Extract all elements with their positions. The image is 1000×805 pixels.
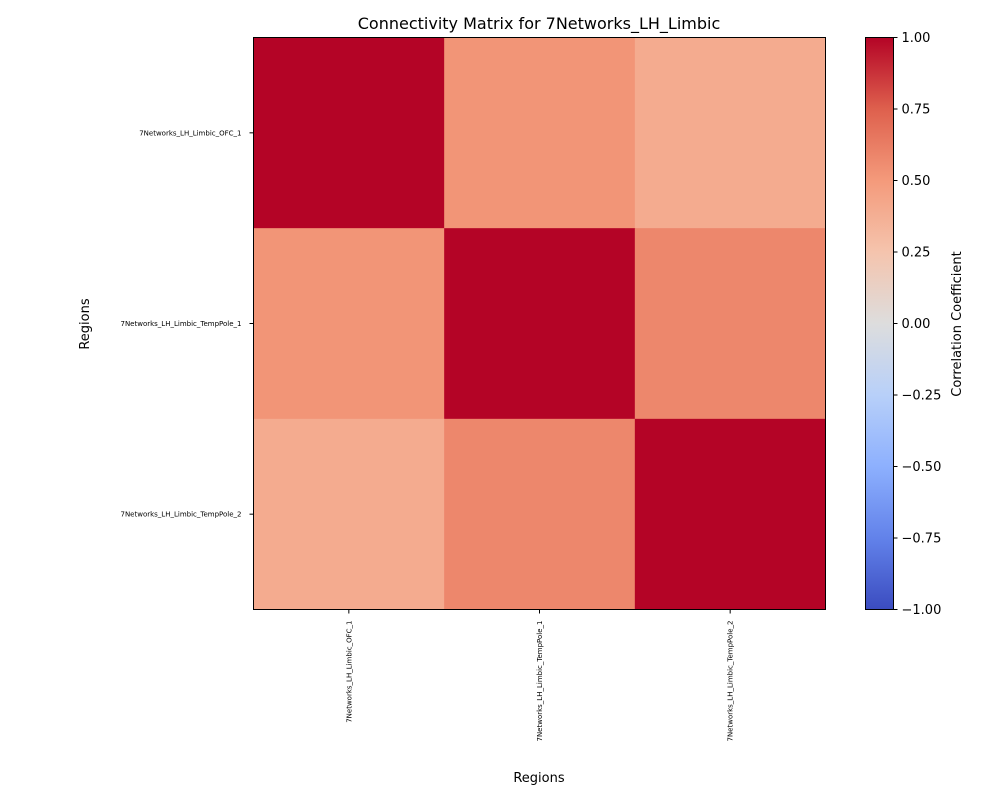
colorbar-tick-label: 0.25 — [902, 246, 931, 261]
y-tick-label: 7Networks_LH_Limbic_TempPole_1 — [120, 320, 241, 328]
colorbar-label: Correlation Coefficient — [950, 251, 965, 397]
x-tick-label: 7Networks_LH_Limbic_OFC_1 — [345, 621, 353, 723]
heatmap-cell — [253, 37, 445, 229]
x-tick-label: 7Networks_LH_Limbic_TempPole_1 — [536, 621, 544, 742]
colorbar-tick-label: 1.00 — [902, 31, 931, 46]
heatmap-cell — [634, 418, 826, 610]
colorbar-tick-label: −1.00 — [902, 603, 942, 618]
colorbar — [865, 37, 894, 610]
colorbar-tick-label: 0.50 — [902, 174, 931, 189]
x-axis-label: Regions — [513, 771, 565, 786]
colorbar-tick-label: 0.00 — [902, 317, 931, 332]
x-tick-label: 7Networks_LH_Limbic_TempPole_2 — [727, 621, 735, 742]
heatmap-cell — [444, 418, 636, 610]
heatmap-cell — [634, 228, 826, 420]
y-axis-label: Regions — [78, 298, 93, 350]
heatmap-cell — [253, 418, 445, 610]
colorbar-tick-label: −0.75 — [902, 532, 942, 547]
y-axis-ticks: 7Networks_LH_Limbic_OFC_1 7Networks_LH_Li… — [120, 129, 254, 519]
heatmap-cells — [253, 37, 826, 610]
chart-title: Connectivity Matrix for 7Networks_LH_Lim… — [358, 14, 721, 34]
heatmap-cell — [634, 37, 826, 229]
heatmap-cell — [444, 228, 636, 420]
colorbar-tick-label: 0.75 — [902, 103, 931, 118]
x-axis-ticks: 7Networks_LH_Limbic_OFC_1 7Networks_LH_Li… — [345, 609, 735, 742]
heatmap-cell — [253, 228, 445, 420]
y-tick-label: 7Networks_LH_Limbic_OFC_1 — [139, 129, 241, 137]
heatmap-cell — [444, 37, 636, 229]
y-tick-label: 7Networks_LH_Limbic_TempPole_2 — [120, 511, 241, 519]
colorbar-ticks: −1.00 −0.75 −0.50 −0.25 0.00 0.25 0.50 0.75 1.00 — [893, 31, 942, 618]
colorbar-tick-label: −0.50 — [902, 460, 942, 475]
colorbar-tick-label: −0.25 — [902, 389, 942, 404]
